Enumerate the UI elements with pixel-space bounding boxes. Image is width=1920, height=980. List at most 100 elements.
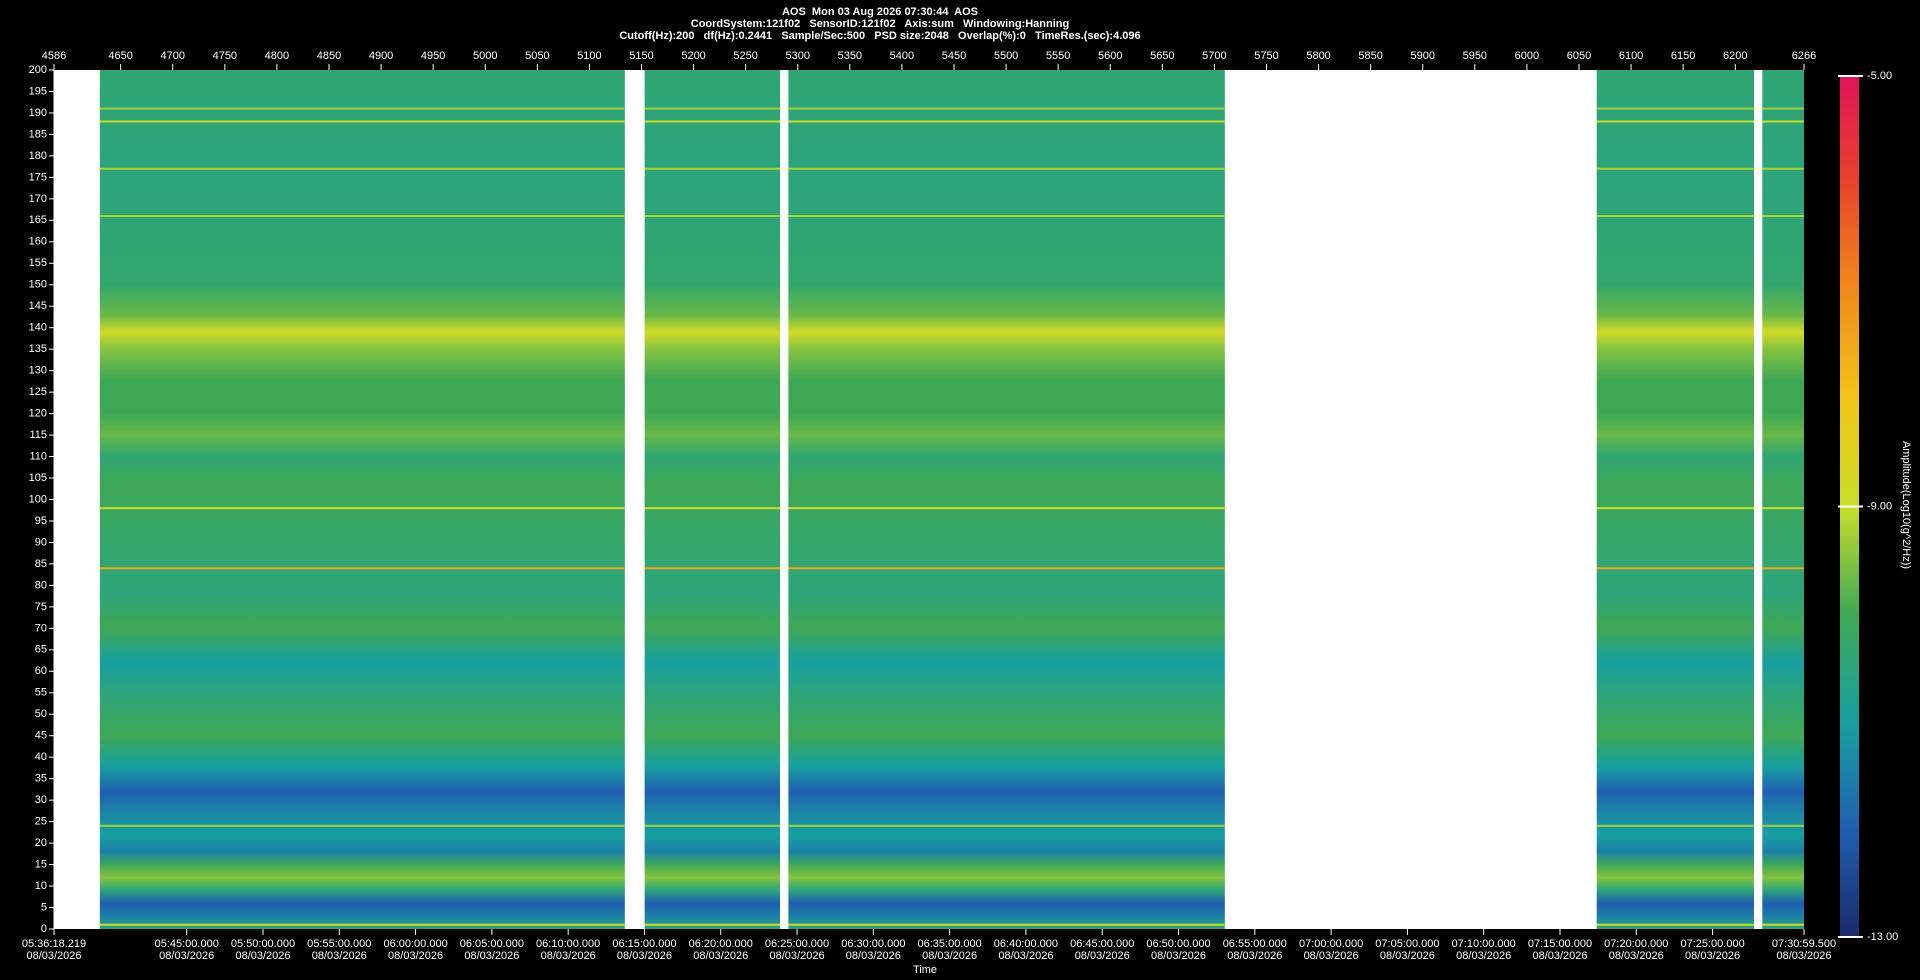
data-segment [644, 70, 781, 929]
y-tick-label: 135 [29, 343, 47, 355]
y-tick-label: 115 [29, 429, 47, 441]
x-tick-label: 6150 [1671, 50, 1695, 62]
time-tick-date: 08/03/2026 [1609, 950, 1664, 962]
y-tick-label: 165 [29, 214, 47, 226]
time-tick-label: 06:35:00.000 [918, 938, 982, 950]
y-tick-label: 170 [29, 193, 47, 205]
time-tick-date: 08/03/2026 [922, 950, 977, 962]
time-tick-label: 07:25:00.000 [1680, 938, 1744, 950]
x-tick-label: 5150 [629, 50, 653, 62]
y-tick-label: 20 [35, 837, 47, 849]
time-tick-label: 07:00:00.000 [1299, 938, 1363, 950]
y-tick-label: 160 [29, 236, 47, 248]
time-tick-date: 08/03/2026 [770, 950, 825, 962]
x-tick-label: 5450 [942, 50, 966, 62]
time-tick-label: 06:25:00.000 [765, 938, 829, 950]
x-tick-label: 4700 [161, 50, 185, 62]
time-tick-date: 08/03/2026 [312, 950, 367, 962]
time-tick-date: 08/03/2026 [1380, 950, 1435, 962]
y-tick-label: 65 [35, 644, 47, 656]
y-tick-label: 40 [35, 751, 47, 763]
time-tick-label: 06:50:00.000 [1146, 938, 1210, 950]
x-tick-label: 5750 [1254, 50, 1278, 62]
y-tick-label: 100 [29, 493, 47, 505]
y-tick-label: 60 [35, 665, 47, 677]
y-tick-label: 0 [41, 923, 47, 935]
x-tick-label: 4750 [213, 50, 237, 62]
data-segment [1596, 70, 1754, 929]
x-tick-label: 5350 [838, 50, 862, 62]
x-tick-label: 5700 [1202, 50, 1226, 62]
x-tick-label: 5250 [733, 50, 757, 62]
time-tick-label: 06:15:00.000 [612, 938, 676, 950]
y-tick-label: 125 [29, 386, 47, 398]
data-segment [1762, 70, 1804, 929]
time-tick-date: 08/03/2026 [1456, 950, 1511, 962]
time-tick-date: 08/03/2026 [1227, 950, 1282, 962]
time-tick-label: 06:45:00.000 [1070, 938, 1134, 950]
x-tick-label: 5600 [1098, 50, 1122, 62]
colorbar-tick-label: -13.00 [1867, 931, 1898, 943]
y-tick-label: 95 [35, 515, 47, 527]
colorbar-tick-label: -5.00 [1867, 70, 1892, 82]
time-tick-label: 05:36:18.219 [22, 938, 86, 950]
time-tick-label: 06:30:00.000 [841, 938, 905, 950]
y-tick-label: 145 [29, 300, 47, 312]
y-tick-label: 55 [35, 687, 47, 699]
y-tick-label: 90 [35, 536, 47, 548]
y-tick-label: 140 [29, 322, 47, 334]
data-segment [788, 70, 1225, 929]
info-line: CoordSystem:121f02 SensorID:121f02 Axis:… [691, 18, 1069, 30]
chart-title: AOS Mon 03 Aug 2026 07:30:44 AOS [782, 6, 978, 18]
time-tick-label: 07:05:00.000 [1375, 938, 1439, 950]
x-tick-label: 4650 [108, 50, 132, 62]
x-tick-label: 5900 [1411, 50, 1435, 62]
x-tick-label: 5500 [994, 50, 1018, 62]
y-tick-label: 120 [29, 408, 47, 420]
y-tick-label: 155 [29, 257, 47, 269]
time-tick-label: 06:20:00.000 [689, 938, 753, 950]
time-tick-date: 08/03/2026 [1776, 950, 1831, 962]
y-tick-label: 25 [35, 816, 47, 828]
y-tick-label: 175 [29, 171, 47, 183]
y-tick-label: 110 [29, 450, 47, 462]
time-tick-label: 06:55:00.000 [1223, 938, 1287, 950]
time-tick-label: 07:30:59.500 [1772, 938, 1836, 950]
x-tick-label: 4850 [317, 50, 341, 62]
y-tick-label: 150 [29, 279, 47, 291]
y-tick-label: 70 [35, 622, 47, 634]
time-tick-date: 08/03/2026 [998, 950, 1053, 962]
time-tick-date: 08/03/2026 [541, 950, 596, 962]
time-tick-label: 06:10:00.000 [536, 938, 600, 950]
time-tick-date: 08/03/2026 [1304, 950, 1359, 962]
x-tick-label: 4950 [421, 50, 445, 62]
time-tick-date: 08/03/2026 [235, 950, 290, 962]
x-tick-label: 5400 [890, 50, 914, 62]
x-tick-label: 4586 [42, 50, 66, 62]
x-tick-label: 6050 [1567, 50, 1591, 62]
time-tick-label: 07:15:00.000 [1528, 938, 1592, 950]
y-tick-label: 15 [35, 858, 47, 870]
y-tick-label: 35 [35, 773, 47, 785]
x-tick-label: 6100 [1619, 50, 1643, 62]
time-tick-date: 08/03/2026 [1532, 950, 1587, 962]
time-tick-label: 07:10:00.000 [1452, 938, 1516, 950]
time-tick-date: 08/03/2026 [159, 950, 214, 962]
y-tick-label: 195 [29, 85, 47, 97]
y-tick-label: 180 [29, 150, 47, 162]
x-tick-label: 4800 [265, 50, 289, 62]
x-tick-label: 6200 [1723, 50, 1747, 62]
time-tick-date: 08/03/2026 [1075, 950, 1130, 962]
colorbar-label: Amplitude(Log10(g^2/Hz)) [1900, 441, 1912, 569]
y-tick-label: 85 [35, 558, 47, 570]
y-tick-label: 200 [29, 64, 47, 76]
x-axis-label: Time [913, 964, 937, 976]
time-tick-date: 08/03/2026 [1151, 950, 1206, 962]
y-tick-label: 75 [35, 601, 47, 613]
x-tick-label: 5200 [681, 50, 705, 62]
time-tick-label: 06:00:00.000 [383, 938, 447, 950]
time-tick-label: 05:45:00.000 [155, 938, 219, 950]
y-tick-label: 45 [35, 730, 47, 742]
time-tick-label: 07:20:00.000 [1604, 938, 1668, 950]
